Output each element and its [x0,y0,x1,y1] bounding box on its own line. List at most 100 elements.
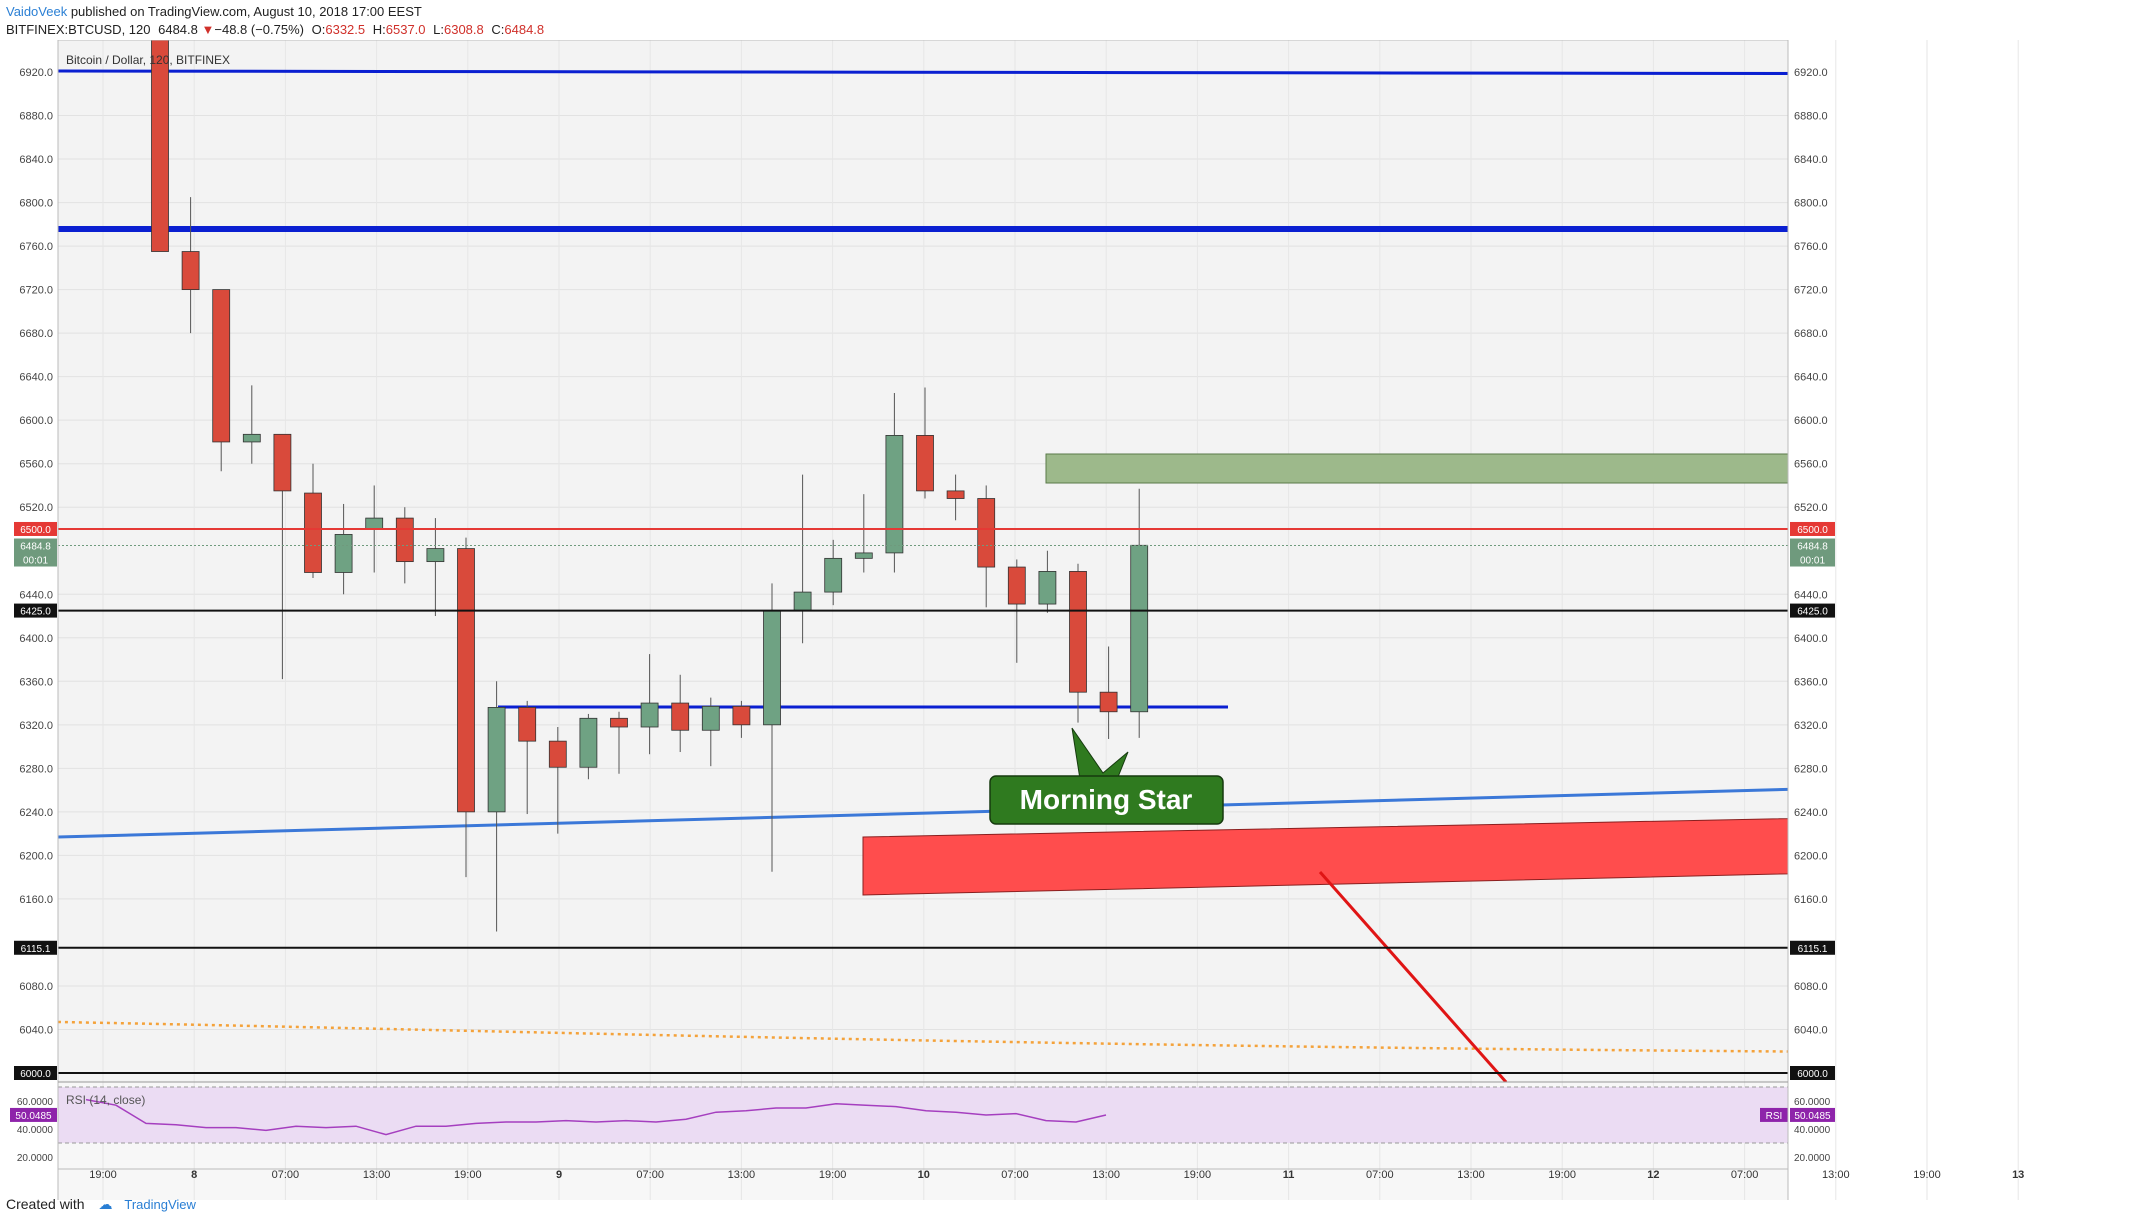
y-tick-label-right: 6280.0 [1794,763,1828,775]
morning-star-label: Morning Star [1020,784,1193,815]
rsi-tick-right: 20.0000 [1794,1153,1831,1164]
y-tick-label-right: 6400.0 [1794,633,1828,645]
candle-body [242,433,261,443]
candle-body [763,610,781,726]
candle-body [885,435,904,554]
candle-body [181,251,200,291]
y-tick-label-right: 6440.0 [1794,589,1828,601]
y-tick-label-left: 6880.0 [19,111,53,123]
grid-lines [58,40,2019,1200]
y-tick-label-right: 6560.0 [1794,459,1828,471]
candle-body [824,557,843,593]
candle-body [701,705,720,731]
x-tick-label: 07:00 [1001,1169,1029,1181]
level-tag-left [14,603,57,618]
x-tick-label: 13:00 [728,1169,756,1181]
low-value: 6308.8 [443,22,484,37]
x-tick-label: 13:00 [1092,1169,1120,1181]
y-tick-label-right: 6520.0 [1794,502,1828,514]
y-tick-label-left: 6200.0 [19,850,53,862]
published-text: published on TradingView.com, August 10,… [70,4,422,19]
rsi-line [85,1098,1107,1136]
tradingview-brand-link[interactable]: TradingView [124,1197,196,1212]
y-tick-label-right: 6800.0 [1794,198,1828,210]
x-tick-label: 07:00 [272,1169,300,1181]
projection-arrow-line [1318,871,1508,1082]
y-tick-label-left: 6920.0 [19,67,53,79]
candle-body [946,490,965,499]
created-with-label: Created with [6,1196,85,1212]
candle-body [457,548,475,813]
y-tick-label-right: 6920.0 [1794,67,1828,79]
close-value: 6484.8 [504,22,545,37]
plot-border [57,40,1789,1200]
x-tick-label: 07:00 [636,1169,664,1181]
rsi-tag-right-text: 50.0485 [1794,1111,1831,1122]
axes: 6920.0 6920.0 6880.0 6880.0 6840.0 6840.0 6800… [17,40,2024,1200]
candle-body [548,740,567,768]
price-levels: 6500.0 6500.0 6425.0 6425.0 6115.1 6115.1 6000… [14,521,1835,1080]
candle-body [579,717,598,768]
candles [151,40,1149,932]
candle-body [671,702,690,731]
last-price: 6484.8 [158,22,198,37]
candle-body [1069,571,1087,693]
high-label: H: [372,22,386,37]
candle-body [1099,691,1118,713]
candle-body [212,289,231,443]
y-tick-label-right: 6600.0 [1794,415,1828,427]
candle-body [273,433,292,492]
x-tick-label: 9 [556,1169,562,1181]
low-label: L: [433,22,444,37]
level-tag-left-text: 6425.0 [20,607,51,618]
y-tick-label-left: 6600.0 [19,415,53,427]
x-tick-label: 13:00 [1822,1169,1850,1181]
current-price-left-text: 6484.8 [20,542,51,553]
y-tick-label-left: 6280.0 [19,763,53,775]
level-tag-right-text: 6500.0 [1797,525,1828,536]
level-tag-right [1790,940,1835,955]
timer-right-text: 00:01 [1800,556,1825,567]
price-change: −48.8 (−0.75%) [214,22,304,37]
author-link[interactable]: VaidoVeek [6,4,68,19]
level-tag-right-text: 6425.0 [1797,607,1828,618]
price-chart[interactable]: 6500.0 6500.0 6425.0 6425.0 6115.1 6115.1 6000… [0,40,2146,1200]
candle-body [487,707,506,813]
y-tick-label-left: 6240.0 [19,807,53,819]
symbol-line: BITFINEX:BTCUSD, 120 6484.8 ▼−48.8 (−0.7… [6,22,544,37]
rsi-name-tag-text: RSI [1766,1111,1783,1122]
candle-body [304,492,322,573]
y-tick-label-left: 6160.0 [19,894,53,906]
candle-body [1007,566,1026,605]
y-tick-label-right: 6640.0 [1794,372,1828,384]
level-tag-right-text: 6115.1 [1798,944,1828,955]
x-tick-label: 13:00 [1457,1169,1485,1181]
high-value: 6537.0 [385,22,426,37]
rsi-tick-left: 20.0000 [17,1153,54,1164]
level-tag-right-text: 6000.0 [1797,1069,1828,1080]
x-tick-label: 13 [2012,1169,2024,1181]
callout-box [989,775,1224,825]
y-tick-label-right: 6080.0 [1794,981,1828,993]
rsi-tick-right: 60.0000 [1794,1097,1831,1108]
y-tick-label-left: 6840.0 [19,154,53,166]
y-tick-label-right: 6200.0 [1794,850,1828,862]
y-tick-label-left: 6720.0 [19,285,53,297]
y-tick-label-left: 6680.0 [19,328,53,340]
rsi-tick-right: 40.0000 [1794,1125,1831,1136]
x-tick-label: 12 [1647,1169,1659,1181]
footer: Created with ☁ TradingView [6,1196,196,1213]
demand-zone-red [862,818,1788,896]
rsi-title: RSI (14, close) [66,1093,145,1107]
y-tick-label-left: 6520.0 [19,502,53,514]
x-tick-label: 19:00 [1548,1169,1576,1181]
candle-body [610,717,628,728]
rsi-name-tag [1760,1107,1788,1122]
candle-body [854,552,873,559]
level-tag-left [14,1066,57,1080]
level-tag-right [1790,521,1835,536]
annotations: Morning Star [989,727,1224,825]
y-tick-label-left: 6400.0 [19,633,53,645]
level-tag-left-text: 6115.1 [21,944,51,955]
open-value: 6332.5 [325,22,366,37]
